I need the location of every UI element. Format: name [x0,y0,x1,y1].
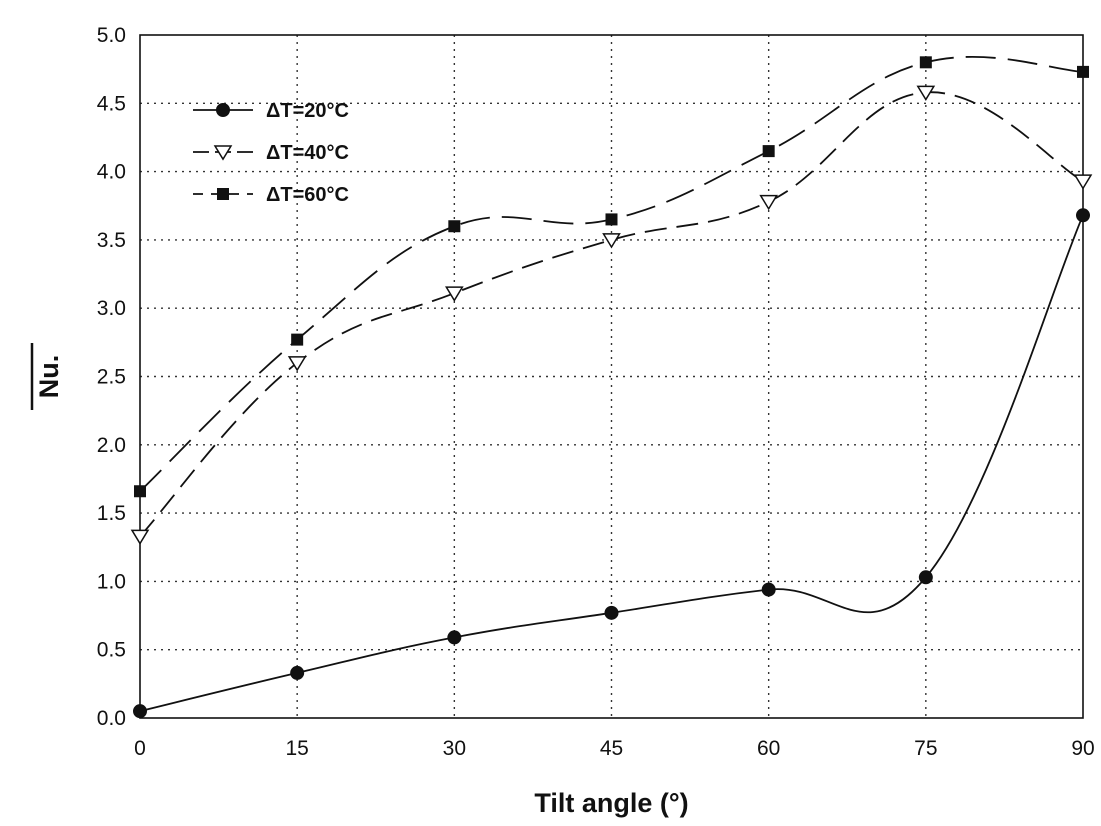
data-point [287,356,307,372]
y-tick-label: 3.0 [97,297,126,320]
legend-label: ΔT=40°C [266,142,349,164]
y-tick-label: 2.0 [97,434,126,457]
legend-marker [216,103,230,117]
legend-marker [213,145,233,161]
data-point [919,56,932,69]
x-tick-label: 90 [1071,737,1094,760]
y-tick-label: 1.5 [97,502,126,525]
y-tick-label: 1.0 [97,570,126,593]
legend-item: ΔT=20°C [193,100,349,122]
data-point [762,145,775,158]
data-point [759,194,778,211]
series-1 [133,208,1090,719]
x-axis-label: Tilt angle (°) [534,788,688,818]
series-line [139,214,1084,713]
legend-label: ΔT=20°C [266,100,349,122]
data-point [291,333,304,346]
y-tick-label: 5.0 [97,24,126,47]
data-point [761,582,776,597]
data-point [604,605,619,620]
data-point [448,220,461,233]
y-tick-label: 0.0 [97,707,126,730]
legend-marker [217,188,229,200]
y-tick-label: 4.5 [97,92,126,115]
y-axis-label-group: Nu. [30,343,64,410]
data-point [447,630,462,645]
series-3 [134,55,1089,498]
y-tick-label: 2.5 [97,366,126,389]
data-point [1077,65,1089,78]
legend-item: ΔT=40°C [193,142,349,164]
x-tick-label: 30 [443,737,466,760]
x-tick-label: 15 [285,737,308,760]
tick-labels: 0.0 0.5 1.0 1.5 2.0 2.5 3.0 3.5 4.0 4.5 5.0 0 15 30 45… [97,24,1095,760]
x-tick-label: 75 [914,737,937,760]
legend-label: ΔT=60°C [266,184,349,206]
data-point [918,570,933,585]
y-tick-label: 3.5 [97,229,126,252]
x-tick-label: 60 [757,737,780,760]
data-point [605,213,618,226]
data-point [916,85,936,102]
x-tick-label: 45 [600,737,623,760]
y-axis-label: Nu. [34,355,64,399]
legend-item: ΔT=60°C [193,184,349,206]
plot-frame [139,34,1084,719]
data-point [602,233,621,249]
y-tick-label: 0.5 [97,639,126,662]
series-2 [130,85,1093,545]
data-point [133,704,147,719]
data-point [130,529,150,545]
data-point [134,485,146,498]
data-point [1073,174,1093,190]
data-point [445,286,464,302]
x-tick-label: 0 [134,737,146,760]
y-tick-label: 4.0 [97,161,126,184]
series-group [130,55,1093,719]
legend: ΔT=20°C ΔT=40°C ΔT=60°C [193,100,349,206]
data-point [1076,208,1090,223]
data-point [290,665,305,680]
